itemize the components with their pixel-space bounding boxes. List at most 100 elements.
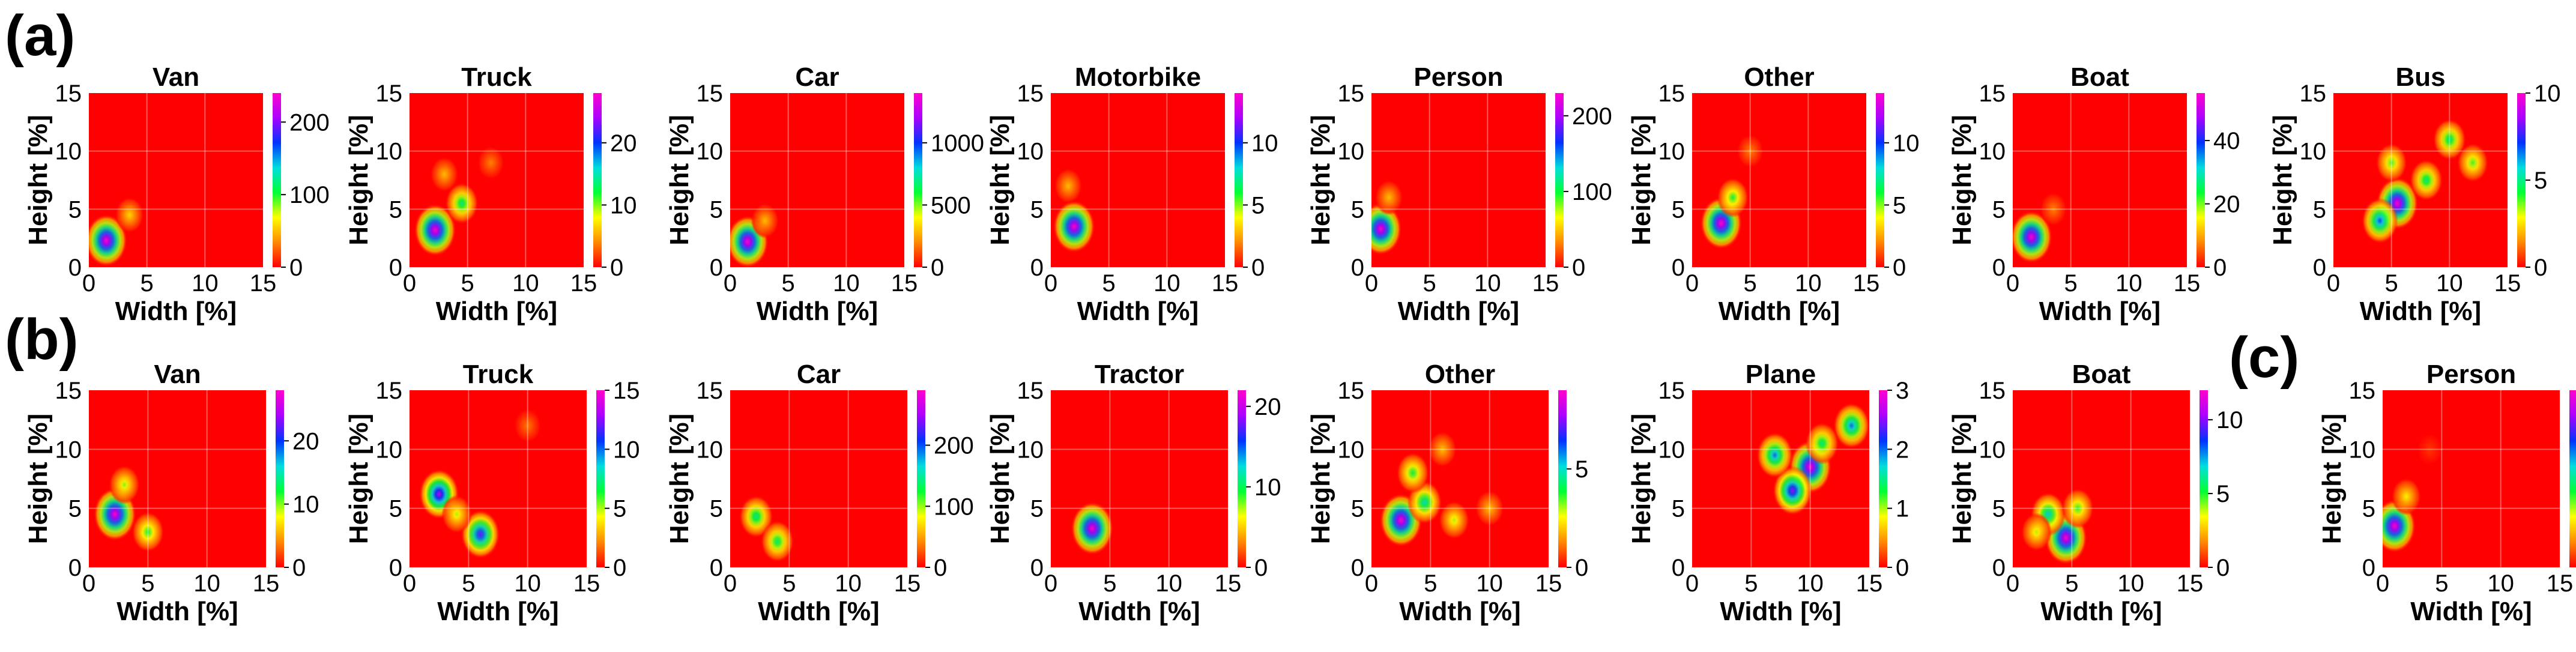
density-hotspot [739, 495, 773, 538]
chart-title: Tractor [1095, 360, 1184, 389]
y-tick-label: 0 [68, 555, 82, 581]
y-tick-label: 10 [2300, 139, 2327, 165]
colorbar-tick-label: 10 [1893, 130, 1920, 157]
x-tick-label: 10 [1476, 570, 1503, 597]
colorbar-tick-label: 5 [2216, 481, 2230, 507]
density-layer [2383, 433, 2443, 553]
colorbar-tick-label: 0 [1572, 255, 1585, 281]
colorbar-tick-label: 200 [289, 109, 330, 136]
x-axis-label: Width [%] [758, 597, 879, 626]
colorbar-tick-label: 10 [2534, 80, 2561, 107]
colorbar-tick-label: 5 [1893, 192, 1906, 219]
density-layer [1700, 134, 1764, 250]
density-hotspot [2417, 433, 2443, 466]
density-hotspot [445, 183, 479, 225]
colorbar-tick-label: 0 [1251, 255, 1265, 281]
density-layer [739, 495, 794, 563]
colorbar [1558, 390, 1567, 567]
colorbar-tick-label: 10 [292, 492, 319, 518]
y-tick-label: 0 [710, 255, 723, 281]
panel-label-a: (a) [5, 4, 75, 68]
y-tick-label: 15 [1979, 80, 2006, 107]
x-tick-label: 15 [573, 570, 600, 597]
x-tick-label: 15 [1532, 270, 1559, 297]
colorbar-tick-label: 100 [289, 182, 330, 208]
y-tick-label: 10 [1017, 436, 1044, 463]
x-tick-label: 5 [782, 270, 795, 297]
colorbar-tick-label: 0 [610, 255, 623, 281]
panel-label-c: (c) [2229, 325, 2299, 390]
y-tick-label: 10 [1658, 139, 1686, 165]
heatmap-b-van: Van 0 5 10 15 0 5 10 15 Width [%] Height [%] 0 10 20 [23, 360, 319, 626]
y-tick-label: 5 [389, 496, 402, 522]
y-tick-label: 10 [2349, 436, 2376, 463]
x-tick-label: 15 [2177, 570, 2204, 597]
x-tick-label: 0 [1044, 570, 1057, 597]
x-tick-label: 15 [1215, 570, 1242, 597]
density-hotspot [2457, 143, 2489, 183]
colorbar-tick-label: 5 [1575, 456, 1588, 483]
colorbar-tick-label: 40 [2213, 128, 2240, 154]
density-layer [1371, 180, 1403, 255]
y-axis-label: Height [%] [985, 115, 1015, 246]
x-tick-label: 10 [1797, 570, 1824, 597]
density-hotspot [1396, 452, 1430, 494]
x-axis-label: Width [%] [1398, 297, 1519, 326]
y-axis-label: Height [%] [23, 414, 53, 545]
heatmap-b-boat: Boat 0 5 10 15 0 5 10 15 Width [%] Height [%] 0 5 10 [1947, 360, 2243, 626]
y-tick-label: 0 [1992, 555, 2006, 581]
x-axis-label: Width [%] [1399, 597, 1520, 626]
colorbar [2569, 390, 2576, 567]
colorbar-tick-label: 0 [1575, 555, 1588, 581]
heatmap-b-other: Other 0 5 10 15 0 5 10 15 Width [%] Height [%] 0 5 [1306, 360, 1588, 626]
density-hotspot [89, 214, 127, 267]
x-tick-label: 10 [1155, 570, 1182, 597]
x-tick-label: 15 [2547, 570, 2574, 597]
x-axis-label: Width [%] [1720, 597, 1841, 626]
y-tick-label: 5 [2362, 496, 2375, 522]
colorbar-tick-label: 20 [2213, 192, 2240, 218]
x-tick-label: 10 [2117, 570, 2144, 597]
colorbar-tick-label: 20 [292, 428, 319, 454]
y-tick-label: 15 [1017, 80, 1044, 107]
x-tick-label: 5 [1744, 270, 1757, 297]
colorbar-tick-label: 10 [1254, 474, 1281, 501]
density-hotspot [2013, 211, 2052, 264]
chart-title: Van [153, 62, 199, 92]
x-tick-label: 15 [1853, 270, 1880, 297]
y-tick-label: 0 [1351, 255, 1364, 281]
colorbar [596, 390, 605, 567]
density-layer [2361, 118, 2489, 244]
colorbar-tick-label: 15 [613, 378, 640, 404]
x-tick-label: 10 [2436, 270, 2463, 297]
y-tick-label: 15 [376, 378, 403, 404]
y-tick-label: 5 [1351, 496, 1364, 522]
chart-title: Truck [463, 360, 534, 389]
y-tick-label: 10 [697, 139, 724, 165]
y-axis-label: Height [%] [23, 115, 53, 246]
colorbar [1879, 390, 1887, 567]
colorbar-tick-label: 10 [2216, 407, 2243, 433]
y-tick-label: 0 [1030, 555, 1044, 581]
x-tick-label: 10 [2115, 270, 2142, 297]
x-tick-label: 5 [2064, 270, 2078, 297]
y-axis-label: Height [%] [1306, 115, 1335, 246]
x-tick-label: 10 [514, 570, 541, 597]
colorbar-tick-label: 5 [2534, 168, 2547, 194]
colorbar [1876, 93, 1884, 267]
heatmap-b-car: Car 0 5 10 15 0 5 10 15 Width [%] Height [%] 0 100 20… [665, 360, 974, 626]
colorbar [2197, 93, 2205, 267]
y-tick-label: 0 [389, 255, 402, 281]
x-tick-label: 5 [2435, 570, 2448, 597]
x-tick-label: 10 [193, 570, 220, 597]
y-tick-label: 0 [2313, 255, 2326, 281]
colorbar-tick-label: 100 [1572, 179, 1612, 205]
y-tick-label: 10 [1979, 436, 2006, 463]
x-tick-label: 0 [403, 570, 416, 597]
chart-title: Van [154, 360, 201, 389]
y-axis-label: Height [%] [344, 414, 373, 545]
y-tick-label: 15 [55, 80, 82, 107]
density-hotspot [1833, 402, 1869, 449]
y-tick-label: 5 [1992, 196, 2006, 223]
